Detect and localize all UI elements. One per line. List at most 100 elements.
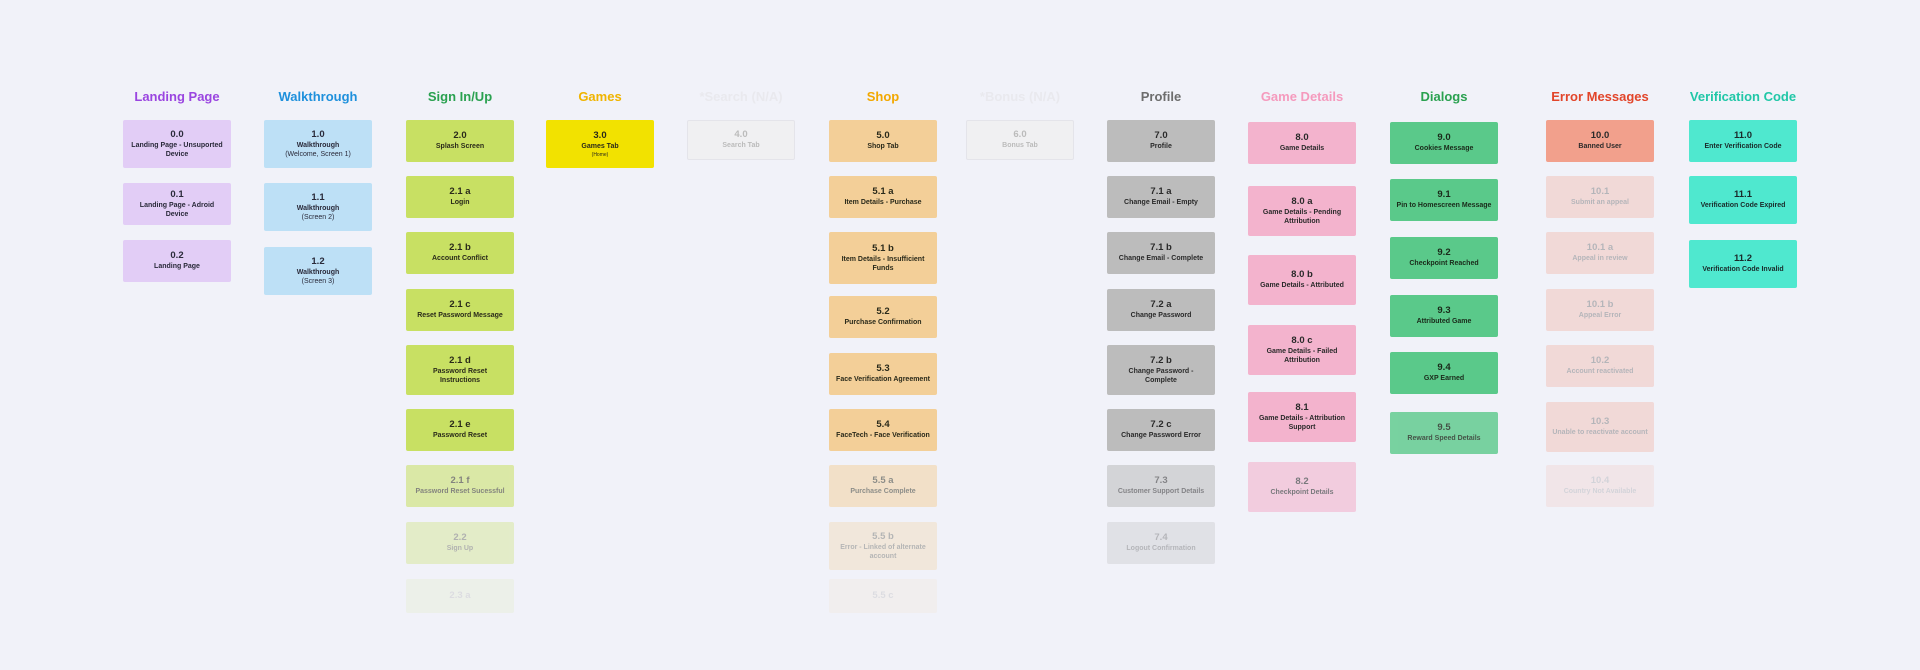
screen-label: Profile: [1150, 143, 1172, 151]
screen-card-2-0[interactable]: 2.0 Splash Screen: [406, 120, 514, 162]
screen-card-8-2[interactable]: 8.2 Checkpoint Details: [1248, 462, 1356, 512]
screen-card-7-0[interactable]: 7.0 Profile: [1107, 120, 1215, 162]
screen-label: Cookies Message: [1414, 145, 1474, 153]
screen-sublabel: (Screen 2): [301, 214, 335, 222]
screen-label: Country Not Available: [1563, 488, 1637, 496]
screen-number: 11.1: [1734, 189, 1752, 201]
screen-card-5-5-c[interactable]: 5.5 c: [829, 579, 937, 613]
screen-card-5-5-b[interactable]: 5.5 b Error - Linked of alternate account: [829, 522, 937, 570]
screen-number: 5.3: [876, 363, 890, 375]
screen-number: 8.0 c: [1291, 334, 1313, 346]
screen-card-2-3-a[interactable]: 2.3 a: [406, 579, 514, 613]
screen-card-9-5[interactable]: 9.5 Reward Speed Details: [1390, 412, 1498, 454]
screen-number: 11.0: [1734, 130, 1752, 142]
screen-card-7-3[interactable]: 7.3 Customer Support Details: [1107, 465, 1215, 507]
screen-number: 1.1: [311, 191, 325, 203]
screen-card-8-0-b[interactable]: 8.0 b Game Details - Attributed: [1248, 255, 1356, 305]
screen-card-10-0[interactable]: 10.0 Banned User: [1546, 120, 1654, 162]
screen-card-10-1-a[interactable]: 10.1 a Appeal in review: [1546, 232, 1654, 274]
screen-card-0-0[interactable]: 0.0 Landing Page - Unsuported Device: [123, 120, 231, 168]
screen-card-5-0[interactable]: 5.0 Shop Tab: [829, 120, 937, 162]
screen-number: 2.1 e: [449, 419, 471, 431]
screen-card-0-1[interactable]: 0.1 Landing Page - Adroid Device: [123, 183, 231, 225]
screen-card-1-2[interactable]: 1.2 Walkthrough (Screen 3): [264, 247, 372, 295]
screen-card-11-0[interactable]: 11.0 Enter Verification Code: [1689, 120, 1797, 162]
screen-card-10-1-b[interactable]: 10.1 b Appeal Error: [1546, 289, 1654, 331]
screen-number: 3.0: [593, 130, 607, 142]
screen-label: Sign Up: [446, 545, 474, 553]
column-title: Error Messages: [1551, 89, 1649, 104]
screen-number: 10.2: [1590, 355, 1610, 367]
screen-card-8-0-a[interactable]: 8.0 a Game Details - Pending Attribution: [1248, 186, 1356, 236]
screen-card-2-1-a[interactable]: 2.1 a Login: [406, 176, 514, 218]
screen-number: 10.1 b: [1586, 299, 1614, 311]
screen-card-5-4[interactable]: 5.4 FaceTech - Face Verification: [829, 409, 937, 451]
screen-card-10-3[interactable]: 10.3 Unable to reactivate account: [1546, 402, 1654, 452]
screen-number: 8.1: [1295, 401, 1309, 413]
screen-number: 10.1: [1590, 186, 1610, 198]
screen-label: Change Password Error: [1121, 432, 1201, 440]
screen-number: 7.2 b: [1150, 354, 1172, 366]
screen-card-9-2[interactable]: 9.2 Checkpoint Reached: [1390, 237, 1498, 279]
screen-card-7-2-b[interactable]: 7.2 b Change Password - Complete: [1107, 345, 1215, 395]
screen-card-5-5-a[interactable]: 5.5 a Purchase Complete: [829, 465, 937, 507]
screen-card-3-0[interactable]: 3.0 Games Tab (Home): [546, 120, 654, 168]
column-title: Sign In/Up: [427, 89, 493, 104]
screen-label: FaceTech - Face Verification: [836, 432, 930, 440]
screen-card-5-1-a[interactable]: 5.1 a Item Details - Purchase: [829, 176, 937, 218]
column-title: Landing Page: [134, 89, 220, 104]
screen-number: 5.5 a: [872, 475, 894, 487]
screen-card-2-1-d[interactable]: 2.1 d Password Reset Instructions: [406, 345, 514, 395]
screen-number: 7.2 a: [1150, 299, 1172, 311]
screen-card-8-0-c[interactable]: 8.0 c Game Details - Failed Attribution: [1248, 325, 1356, 375]
screen-card-7-1-b[interactable]: 7.1 b Change Email - Complete: [1107, 232, 1215, 274]
screen-card-2-1-c[interactable]: 2.1 c Reset Password Message: [406, 289, 514, 331]
screen-label: Game Details - Attributed: [1260, 282, 1344, 290]
screen-card-5-1-b[interactable]: 5.1 b Item Details - Insufficient Funds: [829, 232, 937, 284]
screen-number: 8.0 b: [1291, 269, 1313, 281]
screen-card-9-4[interactable]: 9.4 GXP Earned: [1390, 352, 1498, 394]
screen-label: Game Details - Attribution Support: [1258, 414, 1346, 432]
screen-label: Face Verification Agreement: [836, 376, 930, 384]
screen-card-7-1-a[interactable]: 7.1 a Change Email - Empty: [1107, 176, 1215, 218]
screen-sublabel: (Welcome, Screen 1): [285, 151, 351, 159]
screen-label: Item Details - Purchase: [844, 199, 922, 207]
screen-card-10-4[interactable]: 10.4 Country Not Available: [1546, 465, 1654, 507]
screen-card-9-1[interactable]: 9.1 Pin to Homescreen Message: [1390, 179, 1498, 221]
screen-label: Reward Speed Details: [1407, 435, 1481, 443]
screen-card-1-0[interactable]: 1.0 Walkthrough (Welcome, Screen 1): [264, 120, 372, 168]
screen-card-7-2-c[interactable]: 7.2 c Change Password Error: [1107, 409, 1215, 451]
screen-card-7-2-a[interactable]: 7.2 a Change Password: [1107, 289, 1215, 331]
screen-card-8-0[interactable]: 8.0 Game Details: [1248, 122, 1356, 164]
screen-card-6-0[interactable]: 6.0 Bonus Tab: [966, 120, 1074, 160]
screen-number: 10.3: [1590, 416, 1610, 428]
screen-card-2-1-f[interactable]: 2.1 f Password Reset Sucessful: [406, 465, 514, 507]
screen-number: 9.4: [1437, 362, 1451, 374]
screen-number: 7.0: [1154, 130, 1168, 142]
screen-card-11-2[interactable]: 11.2 Verification Code Invalid: [1689, 240, 1797, 288]
screen-number: 5.1 a: [872, 186, 894, 198]
screen-card-5-2[interactable]: 5.2 Purchase Confirmation: [829, 296, 937, 338]
screen-card-10-1[interactable]: 10.1 Submit an appeal: [1546, 176, 1654, 218]
screen-card-4-0[interactable]: 4.0 Search Tab: [687, 120, 795, 160]
screen-card-2-1-e[interactable]: 2.1 e Password Reset: [406, 409, 514, 451]
screen-card-9-0[interactable]: 9.0 Cookies Message: [1390, 122, 1498, 164]
screen-card-2-1-b[interactable]: 2.1 b Account Conflict: [406, 232, 514, 274]
screen-number: 1.0: [311, 128, 325, 140]
screen-label: Password Reset: [432, 432, 488, 440]
screen-card-9-3[interactable]: 9.3 Attributed Game: [1390, 295, 1498, 337]
screen-number: 5.5 c: [872, 590, 894, 601]
screen-card-1-1[interactable]: 1.1 Walkthrough (Screen 2): [264, 183, 372, 231]
screen-number: 8.0: [1295, 132, 1309, 144]
screen-card-5-3[interactable]: 5.3 Face Verification Agreement: [829, 353, 937, 395]
screen-card-2-2[interactable]: 2.2 Sign Up: [406, 522, 514, 564]
screen-number: 2.1 d: [449, 354, 471, 366]
screen-label: Banned User: [1578, 143, 1622, 151]
screen-card-8-1[interactable]: 8.1 Game Details - Attribution Support: [1248, 392, 1356, 442]
screen-card-0-2[interactable]: 0.2 Landing Page: [123, 240, 231, 282]
screen-card-11-1[interactable]: 11.1 Verification Code Expired: [1689, 176, 1797, 224]
screen-card-7-4[interactable]: 7.4 Logout Confirmation: [1107, 522, 1215, 564]
screen-card-10-2[interactable]: 10.2 Account reactivated: [1546, 345, 1654, 387]
screen-label: Landing Page - Adroid Device: [139, 201, 215, 219]
